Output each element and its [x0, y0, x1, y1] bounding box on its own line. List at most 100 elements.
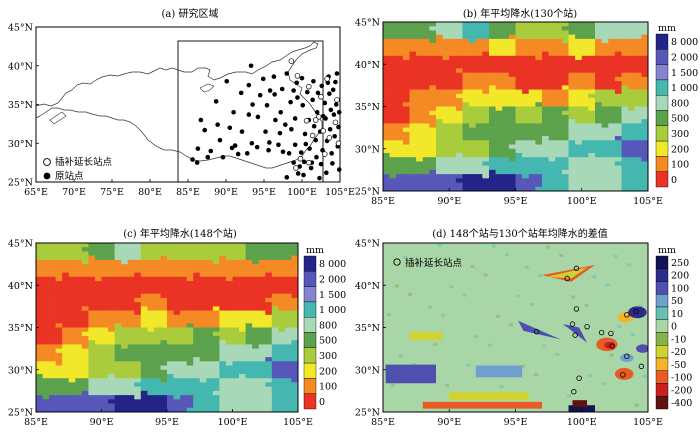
heatmap-cell [239, 332, 246, 337]
heatmap-cell [535, 90, 542, 95]
heatmap-cell [522, 73, 529, 78]
heatmap-cell [555, 22, 562, 27]
heatmap-cell [88, 353, 95, 358]
panel-d: (d) 148个站与130个站年均降水的差值 85°E 90°E 95°E 100°E… [355, 227, 693, 428]
heatmap-cell [403, 178, 410, 183]
heatmap-cell [456, 60, 463, 65]
heatmap-cell [206, 247, 213, 252]
heatmap-cell [469, 60, 476, 65]
heatmap-cell [62, 404, 69, 409]
heatmap-cell [436, 140, 443, 145]
heatmap-cell [588, 178, 595, 183]
heatmap-cell [206, 302, 213, 307]
difference-texture-cell [428, 306, 432, 309]
heatmap-cell [502, 115, 509, 120]
heatmap-cell [535, 22, 542, 27]
heatmap-cell [75, 294, 82, 299]
heatmap-cell [82, 247, 89, 252]
heatmap-cell [489, 64, 496, 69]
heatmap-cell [174, 374, 181, 379]
heatmap-cell [502, 81, 509, 86]
heatmap-cell [622, 56, 629, 61]
heatmap-cell [602, 166, 609, 171]
heatmap-cell [436, 183, 443, 188]
heatmap-cell [456, 166, 463, 171]
colorbar-label: 300 [319, 351, 337, 362]
heatmap-cell [180, 370, 187, 375]
heatmap-cell [259, 399, 266, 404]
heatmap-cell [174, 319, 181, 324]
heatmap-cell [410, 73, 417, 78]
heatmap-cell [595, 166, 602, 171]
heatmap-cell [496, 39, 503, 44]
heatmap-cell [562, 64, 569, 69]
heatmap-cell [635, 170, 642, 175]
heatmap-cell [390, 39, 397, 44]
heatmap-cell [154, 395, 161, 400]
heatmap-cell [49, 340, 56, 345]
heatmap-cell [588, 94, 595, 99]
heatmap-cell [469, 153, 476, 158]
heatmap-cell [160, 289, 167, 294]
heatmap-cell [463, 140, 470, 145]
heatmap-cell [252, 382, 259, 387]
heatmap-cell [219, 353, 226, 358]
heatmap-cell [233, 294, 240, 299]
heatmap-cell [115, 340, 122, 345]
heatmap-cell [200, 391, 207, 396]
heatmap-cell [82, 336, 89, 341]
heatmap-cell [602, 52, 609, 57]
heatmap-cell [410, 68, 417, 73]
heatmap-cell [436, 39, 443, 44]
heatmap-cell [622, 174, 629, 179]
heatmap-cell [542, 136, 549, 141]
heatmap-cell [569, 30, 576, 35]
heatmap-cell [635, 90, 642, 95]
heatmap-cell [522, 136, 529, 141]
heatmap-cell [529, 161, 536, 166]
heatmap-cell [403, 145, 410, 150]
heatmap-cell [449, 157, 456, 162]
heatmap-cell [193, 298, 200, 303]
station-original-point [311, 79, 316, 84]
heatmap-cell [569, 26, 576, 31]
heatmap-cell [383, 52, 390, 57]
heatmap-cell [542, 77, 549, 82]
heatmap-cell [622, 161, 629, 166]
heatmap-cell [628, 60, 635, 65]
heatmap-cell [160, 328, 167, 333]
heatmap-cell [423, 111, 430, 116]
heatmap-cell [147, 315, 154, 320]
heatmap-cell [160, 404, 167, 409]
heatmap-cell [595, 183, 602, 188]
panel-c: (c) 年平均降水(148个站) 85°E 90°E 95°E 100°E 105°E4… [8, 227, 346, 428]
heatmap-cell [272, 289, 279, 294]
heatmap-cell [429, 128, 436, 133]
heatmap-cell [265, 378, 272, 383]
heatmap-cell [615, 149, 622, 154]
heatmap-cell [396, 161, 403, 166]
heatmap-cell [233, 353, 240, 358]
x-tick-label: 85°E [176, 187, 200, 198]
heatmap-cell [476, 123, 483, 128]
heatmap-cell [108, 357, 115, 362]
heatmap-cell [134, 315, 141, 320]
heatmap-cell [476, 22, 483, 27]
heatmap-cell [482, 123, 489, 128]
heatmap-cell [291, 247, 298, 252]
heatmap-cell [423, 22, 430, 27]
heatmap-cell [416, 119, 423, 124]
heatmap-cell [141, 319, 148, 324]
heatmap-cell [43, 315, 50, 320]
heatmap-cell [75, 395, 82, 400]
heatmap-cell [167, 332, 174, 337]
heatmap-cell [160, 311, 167, 316]
heatmap-cell [582, 39, 589, 44]
heatmap-cell [509, 60, 516, 65]
heatmap-cell [180, 260, 187, 265]
heatmap-cell [516, 39, 523, 44]
heatmap-cell [219, 256, 226, 261]
heatmap-cell [555, 132, 562, 137]
heatmap-cell [482, 39, 489, 44]
heatmap-cell [469, 115, 476, 120]
